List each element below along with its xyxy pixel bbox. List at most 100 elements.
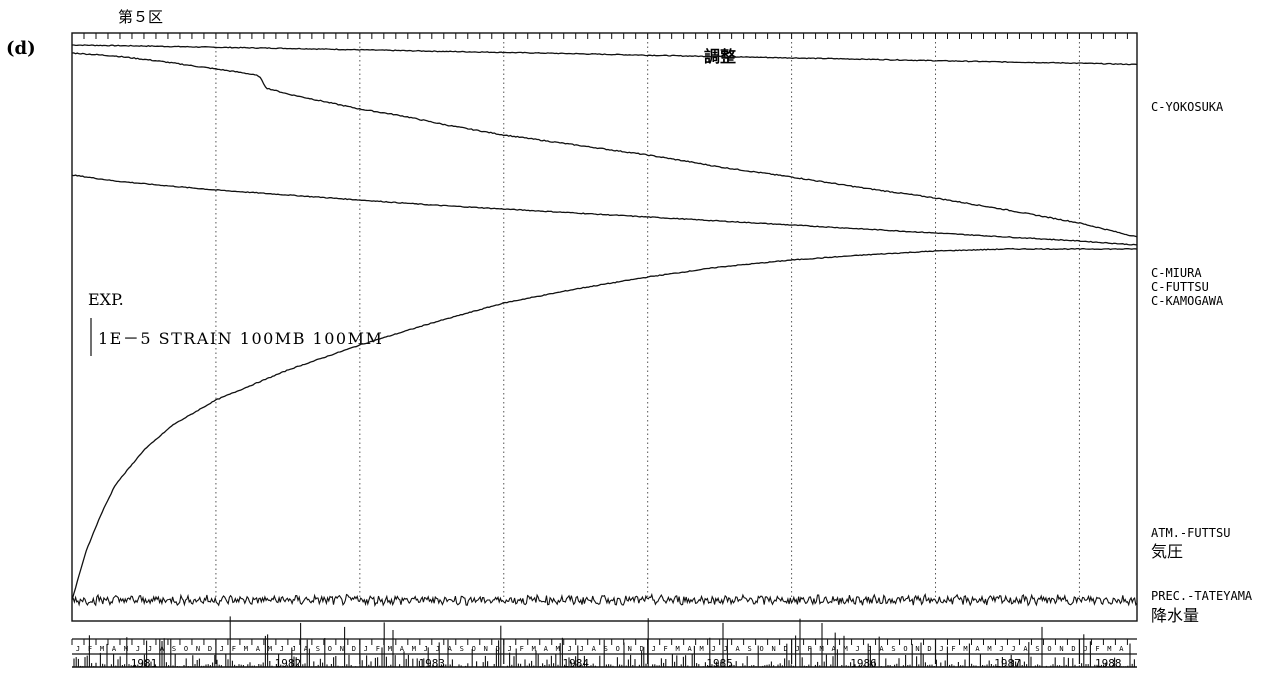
- year-label-1981: 1981: [131, 657, 158, 670]
- month-tick-label: F: [376, 645, 380, 653]
- series-line-c-futtsu: [71, 174, 1138, 246]
- month-tick-label: J: [568, 645, 572, 653]
- month-tick-label: D: [352, 645, 356, 653]
- year-labels: 1981 1982 1983 1984 1985 1986 1987 1988: [131, 657, 1122, 670]
- month-tick-label: J: [292, 645, 296, 653]
- month-tick-label: F: [807, 645, 811, 653]
- month-tick-label: D: [496, 645, 500, 653]
- series-line-c-miura: [71, 52, 1138, 238]
- month-tick-label: M: [268, 645, 272, 653]
- series-label-c-futtsu: C-FUTTSU: [1151, 280, 1209, 294]
- month-tick-label: M: [412, 645, 416, 653]
- month-tick-label: S: [748, 645, 752, 653]
- month-tick-label: F: [664, 645, 668, 653]
- month-tick-label: A: [592, 645, 597, 653]
- month-tick-label: J: [724, 645, 728, 653]
- month-tick-label: J: [1011, 645, 1015, 653]
- month-tick-label: J: [508, 645, 512, 653]
- month-tick-label: M: [987, 645, 991, 653]
- month-tick-label: D: [927, 645, 931, 653]
- month-tick-label: J: [867, 645, 871, 653]
- month-tick-label: J: [795, 645, 799, 653]
- month-tick-label: A: [879, 645, 884, 653]
- month-tick-label: J: [220, 645, 224, 653]
- year-label-1987: 1987: [994, 657, 1021, 670]
- month-tick-label: J: [136, 645, 140, 653]
- series-label-atm-futtsu: ATM.-FUTTSU: [1151, 526, 1230, 540]
- month-tick-label: M: [676, 645, 680, 653]
- year-label-1985: 1985: [706, 657, 733, 670]
- month-tick-label: M: [843, 645, 847, 653]
- month-tick-label: F: [232, 645, 236, 653]
- month-tick-label: S: [1035, 645, 1039, 653]
- axis-ticks: JFMAMJJASONDJFMAMJJASONDJFMAMJJASONDJFMA…: [71, 33, 1128, 653]
- series-label-c-yokosuka: C-YOKOSUKA: [1151, 100, 1224, 114]
- month-tick-label: J: [1083, 645, 1087, 653]
- month-tick-label: M: [532, 645, 536, 653]
- scale-label-exp: EXP.: [88, 290, 124, 309]
- month-tick-label: A: [544, 645, 549, 653]
- month-tick-label: N: [628, 645, 632, 653]
- month-tick-label: F: [88, 645, 92, 653]
- scale-label-values: 1E－5 STRAIN 100MB 100MM: [98, 329, 383, 348]
- month-tick-label: A: [688, 645, 693, 653]
- month-tick-label: S: [172, 645, 176, 653]
- series-label-prec-tateyama: PREC.-TATEYAMA: [1151, 589, 1253, 603]
- year-label-1983: 1983: [419, 657, 446, 670]
- month-tick-label: M: [100, 645, 104, 653]
- month-tick-label: J: [999, 645, 1003, 653]
- month-tick-label: A: [112, 645, 117, 653]
- month-tick-label: A: [256, 645, 261, 653]
- district-label: 第５区: [118, 8, 163, 26]
- month-tick-label: J: [939, 645, 943, 653]
- month-tick-label: D: [640, 645, 644, 653]
- month-tick-label: M: [1107, 645, 1111, 653]
- month-tick-label: N: [1059, 645, 1063, 653]
- month-tick-label: M: [124, 645, 128, 653]
- year-label-1982: 1982: [275, 657, 302, 670]
- month-tick-label: S: [891, 645, 895, 653]
- month-tick-label: M: [556, 645, 560, 653]
- series-line-c-kamogawa: [71, 247, 1138, 601]
- month-tick-label: O: [1047, 645, 1051, 653]
- month-tick-label: A: [736, 645, 741, 653]
- month-tick-label: J: [580, 645, 584, 653]
- month-tick-label: A: [304, 645, 309, 653]
- year-label-1988: 1988: [1095, 657, 1122, 670]
- series-label-prec-jp: 降水量: [1151, 606, 1199, 625]
- month-tick-label: J: [148, 645, 152, 653]
- month-tick-label: S: [460, 645, 464, 653]
- month-tick-label: S: [604, 645, 608, 653]
- month-tick-label: J: [76, 645, 80, 653]
- year-gridlines: [215, 33, 1081, 664]
- series-line-c-yokosuka: [72, 44, 1138, 66]
- month-tick-label: A: [1119, 645, 1124, 653]
- month-tick-label: N: [771, 645, 775, 653]
- month-tick-label: A: [831, 645, 836, 653]
- month-tick-label: N: [340, 645, 344, 653]
- series-label-atm-jp: 気圧: [1151, 542, 1183, 561]
- month-tick-label: F: [1095, 645, 1099, 653]
- month-tick-label: J: [652, 645, 656, 653]
- month-tick-label: O: [616, 645, 620, 653]
- panel-label: (d): [6, 38, 36, 59]
- month-tick-label: J: [424, 645, 428, 653]
- month-tick-label: J: [364, 645, 368, 653]
- year-label-1984: 1984: [562, 657, 589, 670]
- plot-border: [71, 32, 1138, 622]
- month-tick-label: D: [1071, 645, 1075, 653]
- series-label-c-miura: C-MIURA: [1151, 266, 1202, 280]
- month-tick-label: O: [328, 645, 332, 653]
- month-tick-label: F: [520, 645, 524, 653]
- month-tick-label: A: [1023, 645, 1028, 653]
- month-tick-label: M: [700, 645, 704, 653]
- month-tick-label: D: [783, 645, 787, 653]
- month-tick-label: S: [316, 645, 320, 653]
- month-tick-label: J: [855, 645, 859, 653]
- month-tick-label: M: [244, 645, 248, 653]
- month-tick-label: J: [280, 645, 284, 653]
- month-tick-label: N: [915, 645, 919, 653]
- month-tick-label: A: [400, 645, 405, 653]
